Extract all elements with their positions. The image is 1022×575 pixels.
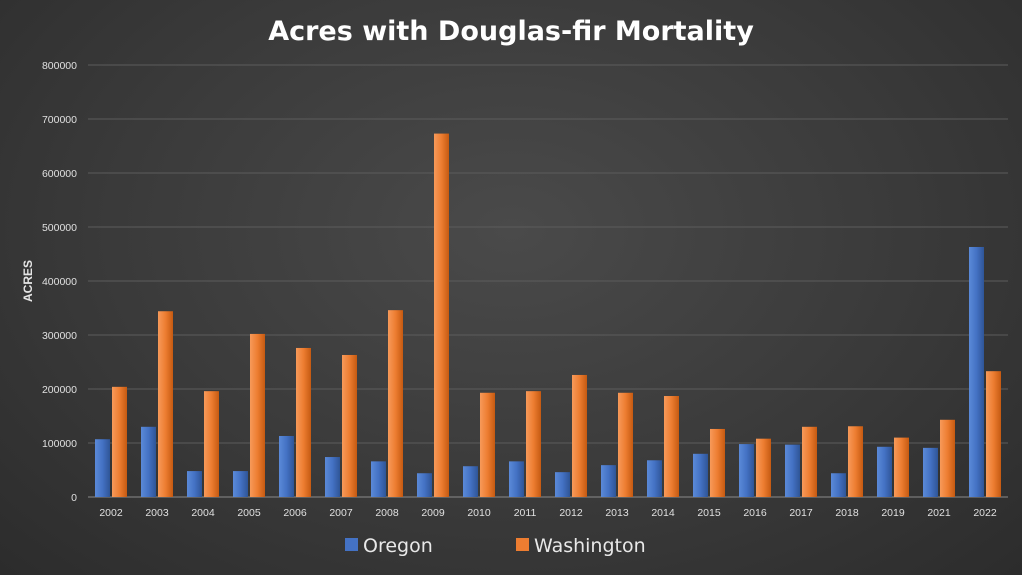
chart-title: Acres with Douglas-fir Mortality — [268, 16, 754, 47]
x-tick-label: 2016 — [743, 507, 767, 519]
bar-oregon-2019 — [877, 446, 892, 497]
bar-oregon-2015 — [693, 453, 708, 497]
bar-oregon-2018 — [831, 473, 846, 497]
y-tick-label: 600000 — [42, 168, 77, 180]
bar-oregon-2016 — [739, 444, 754, 497]
bar-oregon-2014 — [647, 460, 662, 497]
bar-washington-2018 — [848, 426, 863, 497]
bar-oregon-2004 — [187, 471, 202, 497]
y-tick-label: 500000 — [42, 222, 77, 234]
bar-oregon-2010 — [463, 466, 478, 497]
x-tick-label: 2006 — [283, 507, 307, 519]
legend-swatch-washington — [516, 538, 529, 551]
bar-oregon-2007 — [325, 457, 340, 497]
bar-oregon-2012 — [555, 472, 570, 497]
bar-washington-2022 — [986, 371, 1001, 497]
y-tick-label: 300000 — [42, 330, 77, 342]
y-axis-label: ACRES — [21, 260, 35, 302]
y-tick-label: 0 — [71, 492, 77, 504]
x-tick-label: 2017 — [789, 507, 813, 519]
bar-washington-2021 — [940, 419, 955, 497]
bar-oregon-2009 — [417, 473, 432, 497]
legend-label-oregon: Oregon — [363, 535, 433, 557]
bar-oregon-2013 — [601, 465, 616, 497]
bar-washington-2003 — [158, 311, 173, 497]
bar-oregon-2017 — [785, 444, 800, 497]
bar-oregon-2022 — [969, 246, 984, 497]
x-tick-label: 2018 — [835, 507, 859, 519]
y-tick-label: 200000 — [42, 384, 77, 396]
bar-oregon-2005 — [233, 471, 248, 497]
x-tick-label: 2004 — [191, 507, 215, 519]
bar-washington-2012 — [572, 374, 587, 497]
bar-oregon-2021 — [923, 447, 938, 497]
x-tick-label: 2012 — [559, 507, 583, 519]
x-tick-label: 2002 — [99, 507, 123, 519]
x-tick-label: 2010 — [467, 507, 491, 519]
bar-washington-2010 — [480, 392, 495, 497]
y-tick-label: 400000 — [42, 276, 77, 288]
bar-washington-2014 — [664, 396, 679, 497]
bar-washington-2009 — [434, 133, 449, 497]
legend: Oregon Washington — [345, 535, 646, 557]
x-tick-label: 2015 — [697, 507, 721, 519]
x-tick-label: 2008 — [375, 507, 399, 519]
bar-washington-2017 — [802, 426, 817, 497]
x-tick-label: 2005 — [237, 507, 261, 519]
bar-washington-2016 — [756, 438, 771, 497]
bar-oregon-2002 — [95, 439, 110, 497]
y-tick-label: 800000 — [42, 60, 77, 72]
x-tick-label: 2014 — [651, 507, 675, 519]
legend-swatch-oregon — [345, 538, 358, 551]
bar-oregon-2006 — [279, 435, 294, 497]
y-axis-ticks: 0 100000 200000 300000 400000 500000 600000 700… — [42, 60, 77, 504]
bar-washington-2013 — [618, 392, 633, 497]
bar-washington-2007 — [342, 354, 357, 497]
x-tick-label: 2013 — [605, 507, 629, 519]
bar-washington-2011 — [526, 391, 541, 497]
x-tick-label: 2021 — [927, 507, 951, 519]
bar-washington-2004 — [204, 391, 219, 497]
x-axis-ticks: 2002 2003 2004 2005 2006 2007 2008 2009 2010 2011… — [99, 507, 997, 519]
bar-washington-2005 — [250, 333, 265, 497]
bars — [95, 133, 1001, 497]
bar-washington-2006 — [296, 347, 311, 497]
bar-washington-2019 — [894, 437, 909, 497]
bar-washington-2002 — [112, 386, 127, 497]
y-tick-label: 100000 — [42, 438, 77, 450]
bar-oregon-2008 — [371, 461, 386, 497]
bar-oregon-2003 — [141, 426, 156, 497]
bar-washington-2008 — [388, 310, 403, 497]
gridlines — [88, 64, 1008, 498]
x-tick-label: 2003 — [145, 507, 169, 519]
x-tick-label: 2022 — [973, 507, 997, 519]
x-tick-label: 2009 — [421, 507, 445, 519]
legend-label-washington: Washington — [534, 535, 646, 557]
bar-washington-2015 — [710, 428, 725, 497]
x-tick-label: 2011 — [514, 507, 537, 519]
x-tick-label: 2007 — [329, 507, 353, 519]
bar-oregon-2011 — [509, 461, 524, 497]
y-tick-label: 700000 — [42, 114, 77, 126]
x-tick-label: 2019 — [881, 507, 905, 519]
